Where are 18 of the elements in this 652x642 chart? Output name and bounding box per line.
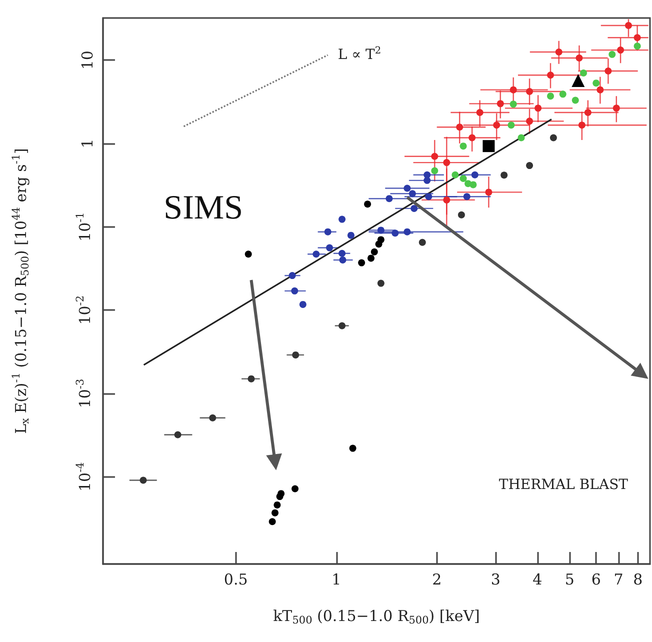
annotation: THERMAL BLAST xyxy=(498,477,629,493)
y-tick-label: 10-1 xyxy=(74,212,94,242)
y-tick-label: 10-4 xyxy=(74,462,94,492)
x-tick-label: 0.5 xyxy=(224,570,248,588)
y-tick-label: 10 xyxy=(78,50,96,70)
x-tick-label: 3 xyxy=(490,570,500,588)
y-tick-label: 10-3 xyxy=(74,378,94,408)
y-tick-label: 1 xyxy=(78,138,96,148)
x-tick-label: 1 xyxy=(332,570,342,588)
y-tick-label: 10-2 xyxy=(74,295,94,325)
x-tick-label: 4 xyxy=(532,570,542,588)
text: Lx E(z)-1 (0.15−1.0 R500) [1044 erg s-1] xyxy=(10,148,32,434)
x-tick-label: 7 xyxy=(614,570,624,588)
x-tick-label: 6 xyxy=(591,570,601,588)
annotation: SIMS xyxy=(164,190,244,227)
x-tick-label: 5 xyxy=(564,570,574,588)
x-tick-label: 8 xyxy=(633,570,643,588)
x-tick-label: 2 xyxy=(432,570,442,588)
